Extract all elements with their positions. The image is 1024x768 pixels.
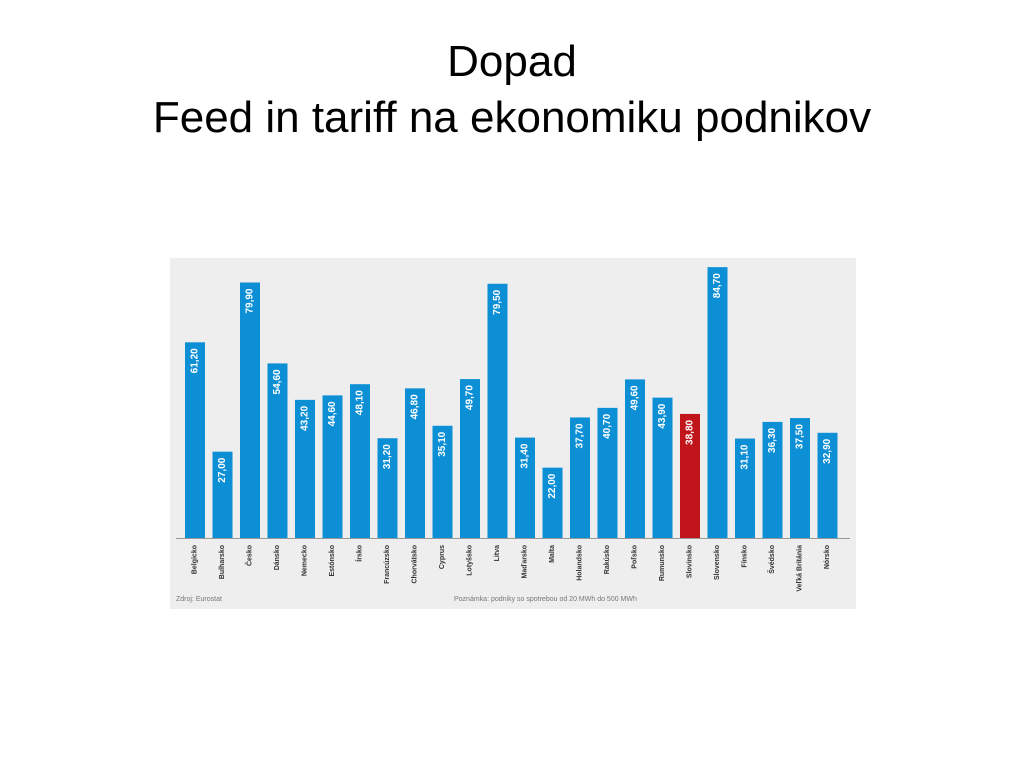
category-label-23: Nórsko bbox=[824, 545, 831, 569]
bar-20 bbox=[735, 438, 755, 538]
category-label-11: Litva bbox=[494, 545, 501, 561]
value-label-20: 31,10 bbox=[740, 444, 751, 469]
category-label-15: Rakúsko bbox=[604, 545, 611, 574]
category-label-4: Nemecko bbox=[302, 545, 309, 576]
value-label-17: 43,90 bbox=[657, 403, 668, 428]
category-label-10: Lotyšsko bbox=[467, 545, 474, 576]
bar-1 bbox=[212, 451, 233, 538]
bar-9 bbox=[432, 425, 453, 538]
bar-23 bbox=[817, 432, 838, 538]
category-label-7: Francúzsko bbox=[384, 545, 391, 584]
bar-chart: 61,20 Belgicko 27,00 Bulharsko 79,90 Česko 54,… bbox=[170, 258, 856, 609]
bar-13 bbox=[542, 467, 563, 538]
bar-10 bbox=[460, 379, 480, 538]
value-label-21: 36,30 bbox=[767, 427, 778, 452]
bar-5 bbox=[322, 395, 343, 538]
value-label-13: 22,00 bbox=[547, 473, 558, 498]
category-label-1: Bulharsko bbox=[219, 545, 226, 579]
category-label-20: Fínsko bbox=[742, 545, 749, 568]
category-label-13: Malta bbox=[549, 545, 556, 563]
value-label-4: 43,20 bbox=[300, 405, 311, 430]
category-label-18: Slovinsko bbox=[687, 545, 694, 578]
value-label-10: 49,70 bbox=[465, 385, 476, 410]
bar-17 bbox=[652, 397, 673, 538]
value-label-8: 46,80 bbox=[410, 394, 421, 419]
value-label-11: 79,50 bbox=[492, 289, 503, 314]
value-label-6: 48,10 bbox=[355, 390, 366, 415]
category-label-21: Švédsko bbox=[767, 545, 776, 574]
bar-11 bbox=[487, 283, 508, 538]
category-label-8: Chorvátsko bbox=[412, 545, 419, 584]
bar-12 bbox=[515, 437, 535, 538]
bar-19 bbox=[707, 267, 728, 538]
category-label-0: Belgicko bbox=[192, 545, 199, 574]
value-label-16: 49,60 bbox=[630, 385, 641, 410]
category-label-3: Dánsko bbox=[274, 545, 281, 570]
value-label-22: 37,50 bbox=[795, 424, 806, 449]
bar-22 bbox=[790, 418, 810, 538]
bar-8 bbox=[405, 388, 425, 538]
category-label-19: Slovensko bbox=[714, 545, 721, 580]
category-label-2: Česko bbox=[245, 545, 254, 566]
value-label-2: 79,90 bbox=[245, 288, 256, 313]
chart-plot: 61,20 Belgicko 27,00 Bulharsko 79,90 Česko 54,… bbox=[176, 267, 850, 592]
bar-2 bbox=[240, 282, 260, 538]
category-label-16: Poľsko bbox=[632, 545, 639, 569]
title-line-1: Dopad bbox=[447, 37, 577, 86]
bar-7 bbox=[377, 438, 398, 538]
category-label-17: Rumunsko bbox=[659, 545, 666, 581]
value-label-0: 61,20 bbox=[190, 348, 201, 373]
bar-0 bbox=[185, 342, 205, 538]
bar-4 bbox=[295, 399, 315, 538]
source-note: Zdroj: Eurostat bbox=[176, 596, 222, 603]
bar-3 bbox=[267, 363, 288, 538]
bar-15 bbox=[597, 407, 618, 538]
value-label-7: 31,20 bbox=[382, 444, 393, 469]
category-label-14: Holandsko bbox=[577, 545, 584, 581]
value-label-18: 38,80 bbox=[685, 419, 696, 444]
value-label-19: 84,70 bbox=[712, 273, 723, 298]
value-label-1: 27,00 bbox=[217, 457, 228, 482]
value-label-5: 44,60 bbox=[327, 401, 338, 426]
bar-21 bbox=[762, 421, 783, 538]
category-label-9: Cyprus bbox=[439, 545, 446, 569]
value-label-23: 32,90 bbox=[822, 438, 833, 463]
bar-16 bbox=[625, 379, 645, 538]
category-label-5: Estónsko bbox=[329, 545, 336, 577]
value-label-14: 37,70 bbox=[575, 423, 586, 448]
category-label-12: Maďarsko bbox=[522, 545, 529, 578]
bar-6 bbox=[350, 384, 370, 538]
title-line-2: Feed in tariff na ekonomiku podnikov bbox=[152, 93, 872, 142]
value-label-3: 54,60 bbox=[272, 369, 283, 394]
category-label-22: Veľká Británia bbox=[797, 545, 804, 592]
value-label-15: 40,70 bbox=[602, 413, 613, 438]
slide-title: Dopad Feed in tariff na ekonomiku podnik… bbox=[0, 34, 1024, 146]
category-label-6: Írsko bbox=[355, 545, 364, 562]
value-label-12: 31,40 bbox=[520, 443, 531, 468]
bar-18 bbox=[680, 413, 700, 538]
bar-14 bbox=[570, 417, 590, 538]
chart-footnote: Poznámka: podniky so spotrebou od 20 MWh… bbox=[454, 596, 637, 603]
value-label-9: 35,10 bbox=[437, 431, 448, 456]
